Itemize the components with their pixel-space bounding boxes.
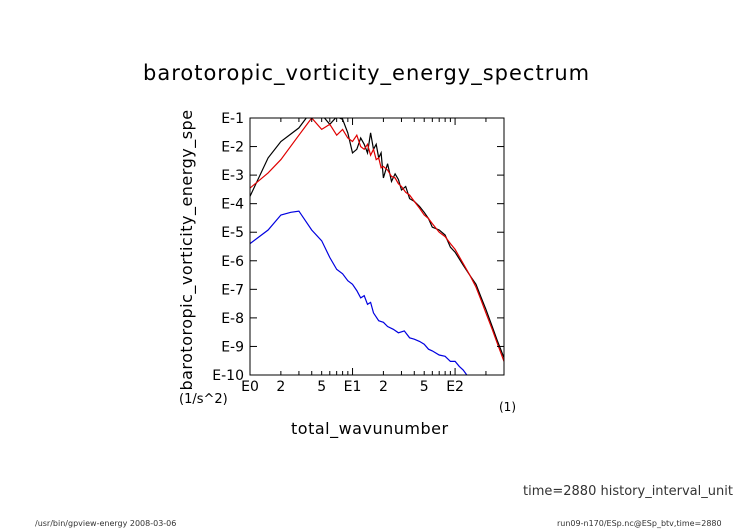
y-tick-label: E-2 bbox=[221, 140, 244, 156]
y-axis-unit: (1/s^2) bbox=[179, 392, 228, 407]
plot-area: E0 2 5 E1 2 5 E2 E-1 E-2 E-3 E-4 E-5 E-6 E-7 E-8 E-9 E-1… bbox=[212, 111, 505, 395]
y-tick-label: E-10 bbox=[212, 368, 244, 384]
plot-frame bbox=[249, 117, 505, 376]
y-tick-label: E-8 bbox=[221, 311, 244, 327]
x-tick-label: 5 bbox=[317, 379, 326, 395]
series-line-2 bbox=[250, 118, 504, 362]
x-tick-label: 2 bbox=[276, 379, 285, 395]
x-axis-label: total_wavunumber bbox=[291, 419, 449, 438]
series-line-1 bbox=[250, 118, 504, 359]
y-tick-label: E-9 bbox=[221, 339, 244, 355]
y-tick-label: E-1 bbox=[221, 111, 244, 127]
y-tick-label: E-6 bbox=[221, 254, 244, 270]
time-annotation: time=2880 history_interval_unit bbox=[523, 484, 733, 499]
y-tick-label: E-4 bbox=[221, 197, 244, 213]
y-tick-label: E-3 bbox=[221, 168, 244, 184]
x-tick-label: E0 bbox=[241, 379, 259, 395]
chart-title: barotoropic_vorticity_energy_spectrum bbox=[143, 61, 591, 85]
x-tick-label: 5 bbox=[420, 379, 429, 395]
y-axis-label: barotoropic_vorticity_energy_spe bbox=[177, 109, 196, 391]
x-tick-label: E1 bbox=[344, 379, 362, 395]
footer-left-caption: /usr/bin/gpview-energy 2008-03-06 bbox=[35, 519, 177, 528]
x-tick-label: 2 bbox=[379, 379, 388, 395]
series-line-3 bbox=[250, 210, 468, 375]
x-axis-unit: (1) bbox=[499, 400, 516, 414]
footer-right-caption: run09-n170/ESp.nc@ESp_btv,time=2880 bbox=[557, 519, 722, 528]
y-tick-label: E-5 bbox=[221, 225, 244, 241]
x-tick-label: E2 bbox=[446, 379, 464, 395]
y-tick-label: E-7 bbox=[221, 282, 244, 298]
